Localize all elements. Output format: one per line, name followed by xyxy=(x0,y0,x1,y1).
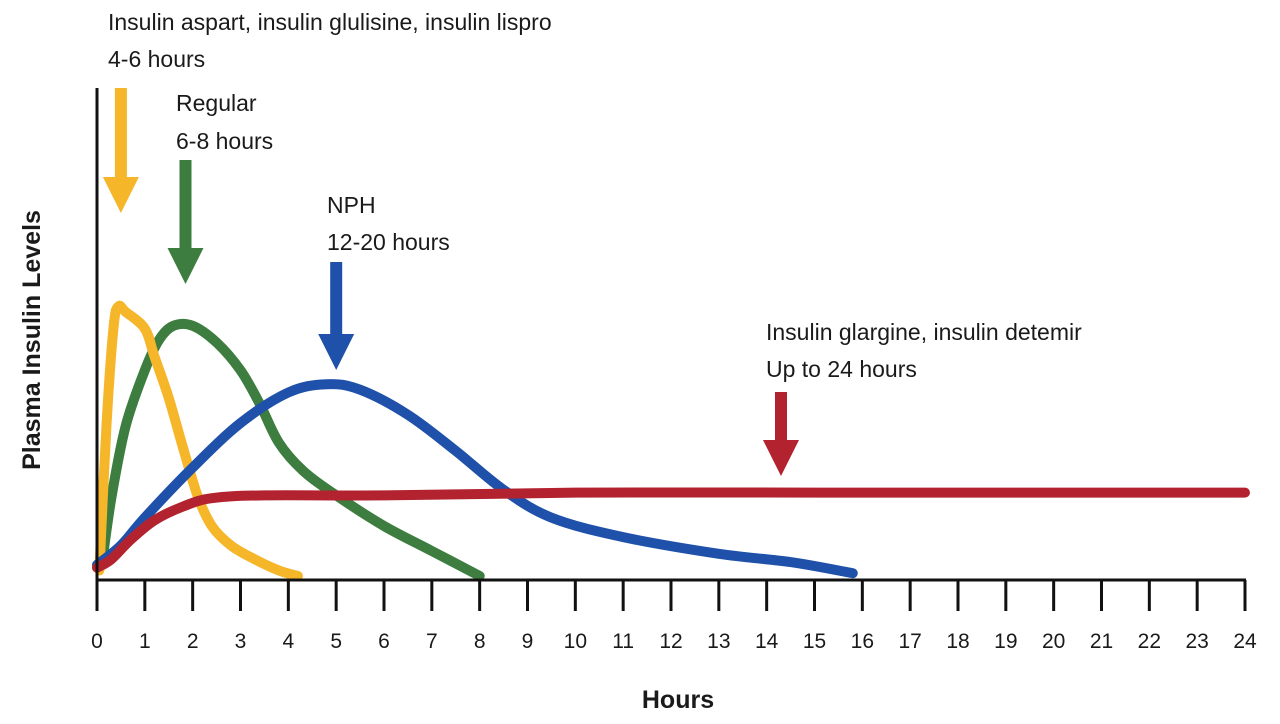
labels-layer: Insulin aspart, insulin glulisine, insul… xyxy=(108,9,1082,382)
ticks-layer: 0 1 2 3 4 5 6 7 8 9 10 11 12 13 14 15 16 17 18 19 20 21 22 23 24 xyxy=(91,580,1257,653)
rapid-acting-label-line-1: Insulin aspart, insulin glulisine, insul… xyxy=(108,9,552,35)
x-tick-label-20: 20 xyxy=(1042,630,1065,653)
long-acting-curve xyxy=(92,487,1250,573)
x-tick-label-15: 15 xyxy=(803,630,826,653)
regular-curve xyxy=(96,318,485,581)
x-tick-label-24: 24 xyxy=(1233,630,1257,653)
x-axis-title: Hours xyxy=(642,686,714,714)
rapid-acting-curve xyxy=(94,300,303,581)
x-tick-label-10: 10 xyxy=(564,630,587,653)
nph-curve xyxy=(92,379,858,579)
long-acting-arrow xyxy=(763,392,799,476)
x-tick-label-1: 1 xyxy=(139,630,151,653)
arrows-layer xyxy=(102,88,799,476)
x-tick-label-18: 18 xyxy=(946,630,969,653)
x-tick-label-12: 12 xyxy=(659,630,682,653)
nph-label-line-2: 12-20 hours xyxy=(327,229,450,255)
x-tick-label-6: 6 xyxy=(378,630,390,653)
nph-label-line-1: NPH xyxy=(327,192,376,218)
y-axis-title: Plasma Insulin Levels xyxy=(18,210,46,470)
x-tick-label-16: 16 xyxy=(851,630,874,653)
rapid-acting-label-line-2: 4-6 hours xyxy=(108,46,205,72)
x-tick-label-19: 19 xyxy=(994,630,1017,653)
x-tick-label-8: 8 xyxy=(474,630,486,653)
long-acting-label-line-1: Insulin glargine, insulin detemir xyxy=(766,319,1082,345)
x-tick-label-17: 17 xyxy=(898,630,921,653)
curves-layer xyxy=(92,300,1250,581)
x-tick-label-7: 7 xyxy=(426,630,438,653)
regular-arrow xyxy=(167,160,204,284)
x-tick-label-23: 23 xyxy=(1185,630,1208,653)
x-tick-label-3: 3 xyxy=(235,630,247,653)
x-tick-label-11: 11 xyxy=(612,630,634,653)
x-tick-label-0: 0 xyxy=(91,630,103,653)
x-tick-label-5: 5 xyxy=(330,630,342,653)
x-tick-label-9: 9 xyxy=(522,630,534,653)
x-tick-label-21: 21 xyxy=(1090,630,1113,653)
regular-label-line-1: Regular xyxy=(176,90,257,116)
rapid-acting-arrow xyxy=(102,88,139,213)
x-tick-label-4: 4 xyxy=(282,630,294,653)
long-acting-label-line-2: Up to 24 hours xyxy=(766,356,917,382)
x-tick-label-22: 22 xyxy=(1138,630,1161,653)
x-tick-label-13: 13 xyxy=(707,630,730,653)
x-tick-label-14: 14 xyxy=(755,630,779,653)
x-tick-label-2: 2 xyxy=(187,630,199,653)
regular-label-line-2: 6-8 hours xyxy=(176,128,273,154)
nph-arrow xyxy=(318,262,355,370)
